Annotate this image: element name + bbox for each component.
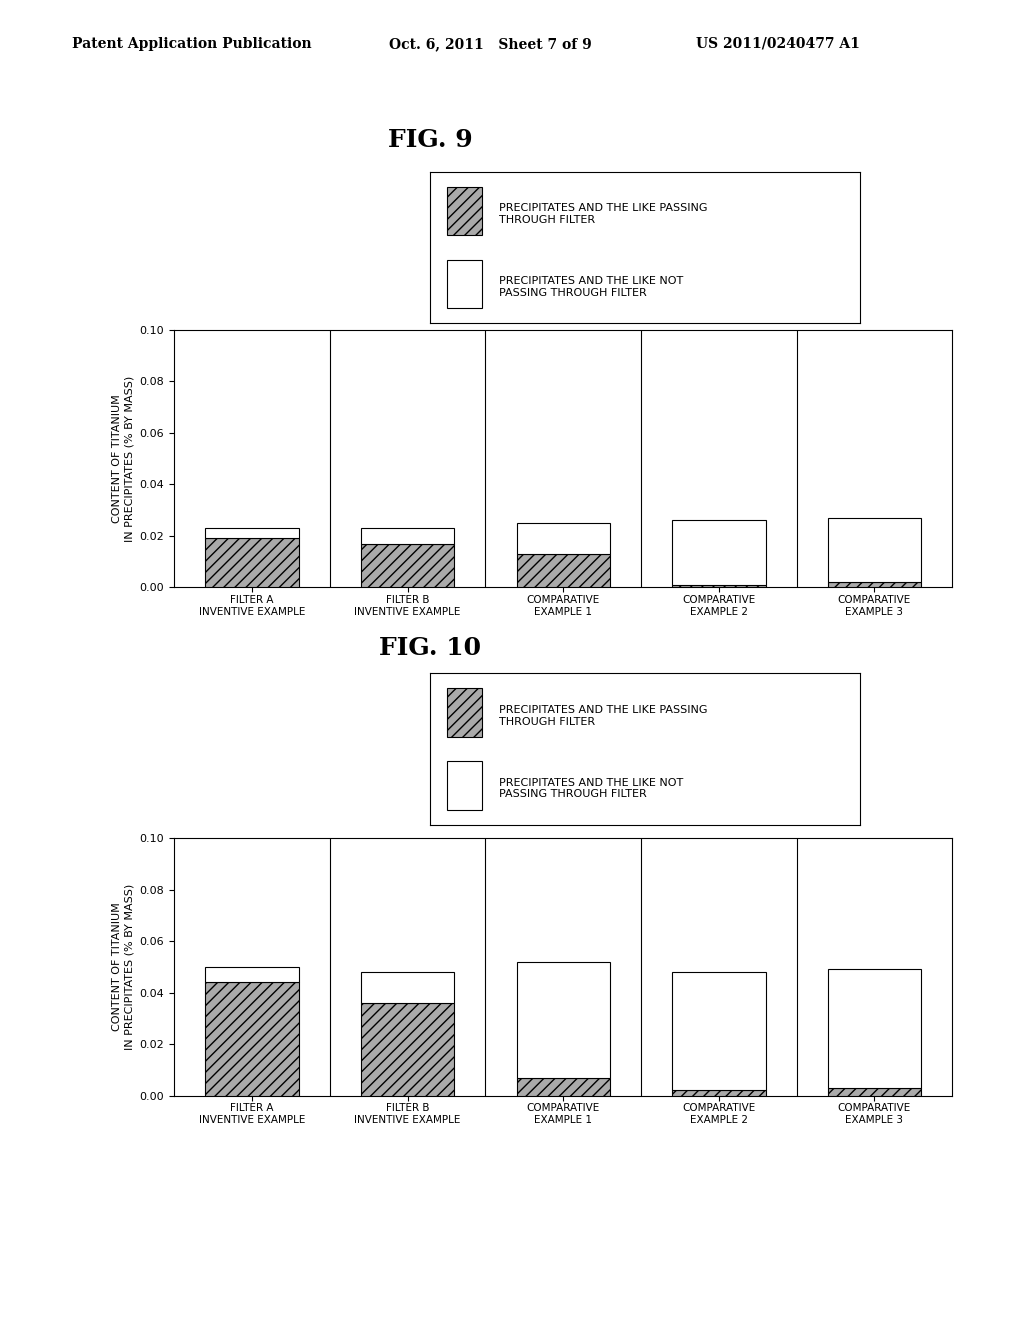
Text: FIG. 10: FIG. 10 bbox=[379, 636, 481, 660]
Text: PRECIPITATES AND THE LIKE NOT
PASSING THROUGH FILTER: PRECIPITATES AND THE LIKE NOT PASSING TH… bbox=[499, 276, 683, 298]
Y-axis label: CONTENT OF TITANIUM
IN PRECIPITATES (% BY MASS): CONTENT OF TITANIUM IN PRECIPITATES (% B… bbox=[113, 884, 134, 1049]
Text: Patent Application Publication: Patent Application Publication bbox=[72, 37, 311, 51]
Bar bbox=[360, 544, 455, 587]
Text: PRECIPITATES AND THE LIKE PASSING
THROUGH FILTER: PRECIPITATES AND THE LIKE PASSING THROUG… bbox=[499, 203, 708, 224]
FancyBboxPatch shape bbox=[447, 762, 481, 809]
Bar bbox=[827, 517, 922, 582]
Bar bbox=[516, 554, 610, 587]
Bar bbox=[360, 1003, 455, 1096]
Bar bbox=[516, 962, 610, 1077]
Text: FIG. 9: FIG. 9 bbox=[388, 128, 472, 152]
Bar bbox=[360, 972, 455, 1003]
Text: US 2011/0240477 A1: US 2011/0240477 A1 bbox=[696, 37, 860, 51]
Bar bbox=[360, 528, 455, 544]
Bar bbox=[672, 1090, 766, 1096]
FancyBboxPatch shape bbox=[447, 689, 481, 737]
Y-axis label: CONTENT OF TITANIUM
IN PRECIPITATES (% BY MASS): CONTENT OF TITANIUM IN PRECIPITATES (% B… bbox=[113, 376, 134, 541]
Bar bbox=[516, 523, 610, 554]
FancyBboxPatch shape bbox=[447, 186, 481, 235]
Bar bbox=[827, 1088, 922, 1096]
Bar bbox=[827, 582, 922, 587]
Bar bbox=[516, 1077, 610, 1096]
Bar bbox=[205, 966, 299, 982]
Bar bbox=[672, 972, 766, 1090]
Text: PRECIPITATES AND THE LIKE PASSING
THROUGH FILTER: PRECIPITATES AND THE LIKE PASSING THROUG… bbox=[499, 705, 708, 726]
Bar bbox=[827, 969, 922, 1088]
Bar bbox=[205, 982, 299, 1096]
Bar bbox=[205, 528, 299, 539]
Text: PRECIPITATES AND THE LIKE NOT
PASSING THROUGH FILTER: PRECIPITATES AND THE LIKE NOT PASSING TH… bbox=[499, 777, 683, 800]
Bar bbox=[205, 539, 299, 587]
FancyBboxPatch shape bbox=[447, 260, 481, 309]
Text: Oct. 6, 2011   Sheet 7 of 9: Oct. 6, 2011 Sheet 7 of 9 bbox=[389, 37, 592, 51]
Bar bbox=[672, 520, 766, 585]
Bar bbox=[672, 585, 766, 587]
